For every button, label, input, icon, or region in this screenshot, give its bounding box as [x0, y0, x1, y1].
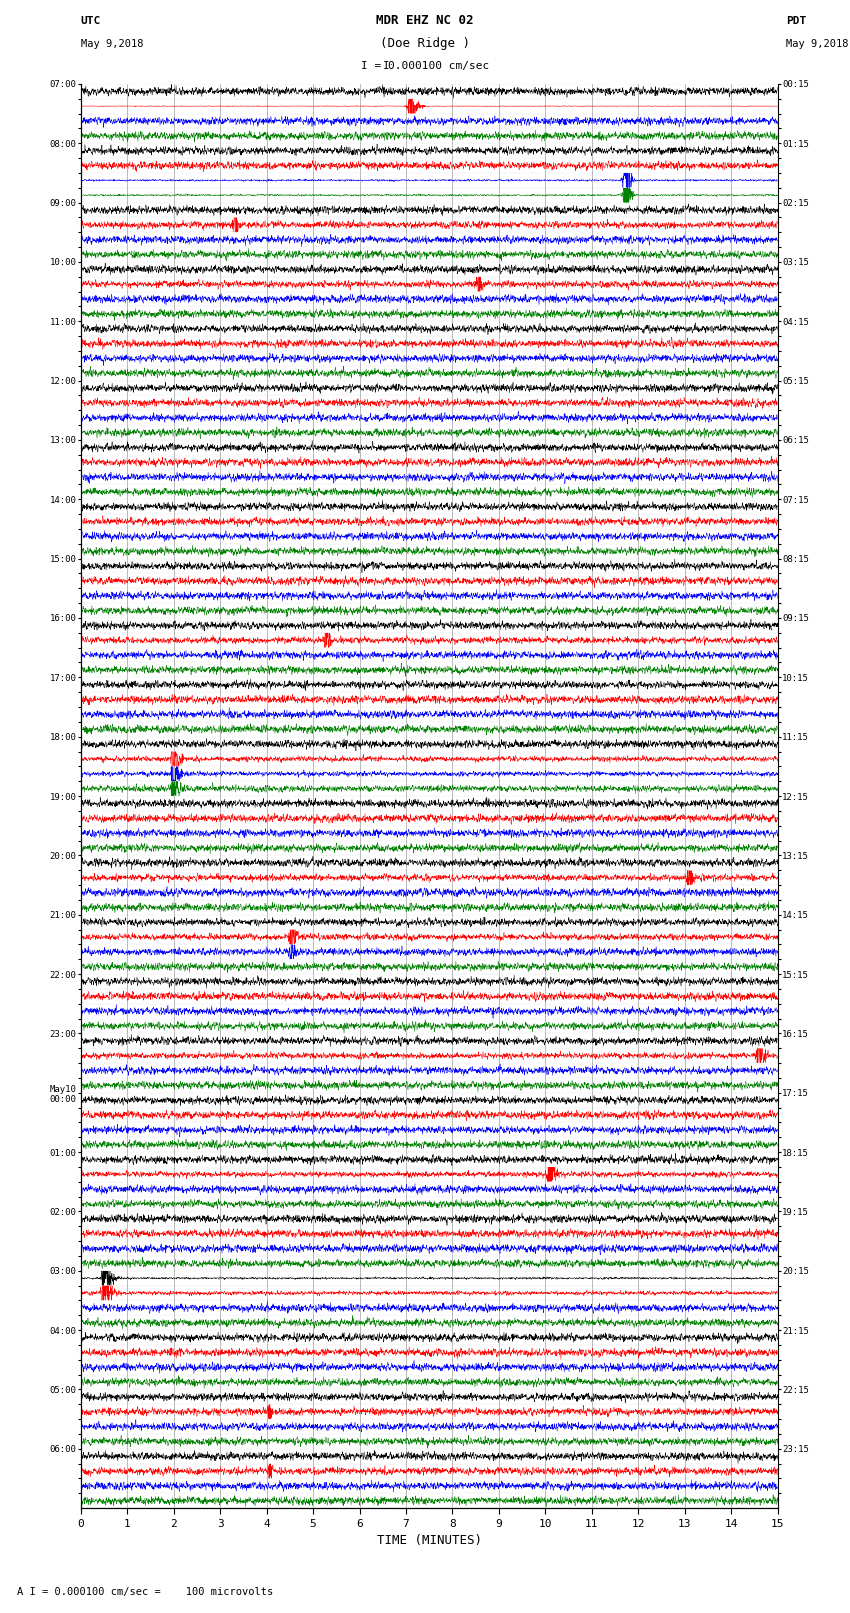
X-axis label: TIME (MINUTES): TIME (MINUTES) [377, 1534, 482, 1547]
Text: UTC: UTC [81, 16, 101, 26]
Text: A I = 0.000100 cm/sec =    100 microvolts: A I = 0.000100 cm/sec = 100 microvolts [17, 1587, 273, 1597]
Text: (Doe Ridge ): (Doe Ridge ) [380, 37, 470, 50]
Text: May 9,2018: May 9,2018 [786, 39, 849, 48]
Text: I: I [383, 61, 390, 71]
Text: PDT: PDT [786, 16, 807, 26]
Text: May 9,2018: May 9,2018 [81, 39, 144, 48]
Text: MDR EHZ NC 02: MDR EHZ NC 02 [377, 15, 473, 27]
Text: I = 0.000100 cm/sec: I = 0.000100 cm/sec [361, 61, 489, 71]
